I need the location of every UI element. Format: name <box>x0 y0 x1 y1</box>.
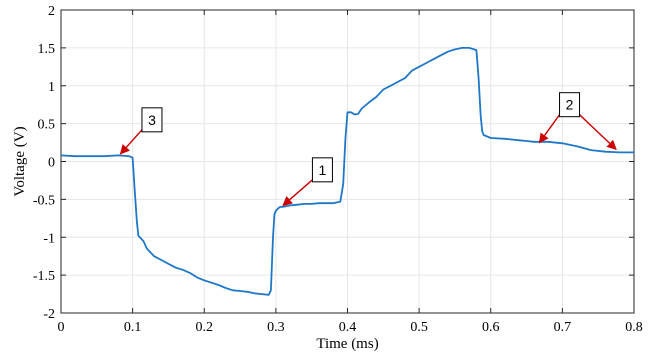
y-axis-label: Voltage (V) <box>12 126 28 196</box>
series-layer <box>60 47 634 296</box>
annotation-arrow <box>538 114 561 144</box>
y-tick-label: 2 <box>48 4 55 19</box>
x-axis-label: Time (ms) <box>316 336 378 352</box>
annotation-arrow <box>119 129 143 155</box>
y-tick-label: -2 <box>43 307 55 322</box>
y-tick-label: -1.5 <box>33 269 55 284</box>
x-tick-label: 0.2 <box>196 320 214 335</box>
x-tick-label: 0 <box>58 320 65 335</box>
axis-ticks: 0 0.1 0.2 0.3 0.4 0.5 0.6 0.7 0.8 -2 -1.5 -1 -0.5 0 0.… <box>33 4 643 335</box>
grid <box>60 9 635 314</box>
annotation-label: 1 <box>319 162 327 178</box>
x-tick-label: 0.8 <box>625 320 643 335</box>
y-tick-label: 1.5 <box>38 42 56 57</box>
annotations: 3 1 2 <box>119 92 617 207</box>
annotation-box <box>311 157 333 183</box>
x-tick-label: 0.5 <box>410 320 428 335</box>
annotation-arrow <box>579 114 617 151</box>
annotation-box <box>141 107 163 133</box>
y-tick-label: -0.5 <box>33 193 55 208</box>
y-tick-label: 1 <box>48 80 55 95</box>
x-tick-label: 0.7 <box>554 320 572 335</box>
annotation-label: 3 <box>148 112 156 128</box>
x-tick-label: 0.6 <box>482 320 500 335</box>
y-tick-label: 0.5 <box>38 118 56 133</box>
x-tick-label: 0.3 <box>267 320 285 335</box>
annotation-label: 2 <box>566 97 574 113</box>
series-line-0 <box>60 47 634 296</box>
annotation-box <box>559 92 581 118</box>
x-tick-label: 0.4 <box>339 320 357 335</box>
x-tick-label: 0.1 <box>124 320 142 335</box>
y-tick-label: -1 <box>43 231 55 246</box>
annotation-arrow <box>282 179 313 207</box>
y-tick-label: 0 <box>48 156 55 171</box>
